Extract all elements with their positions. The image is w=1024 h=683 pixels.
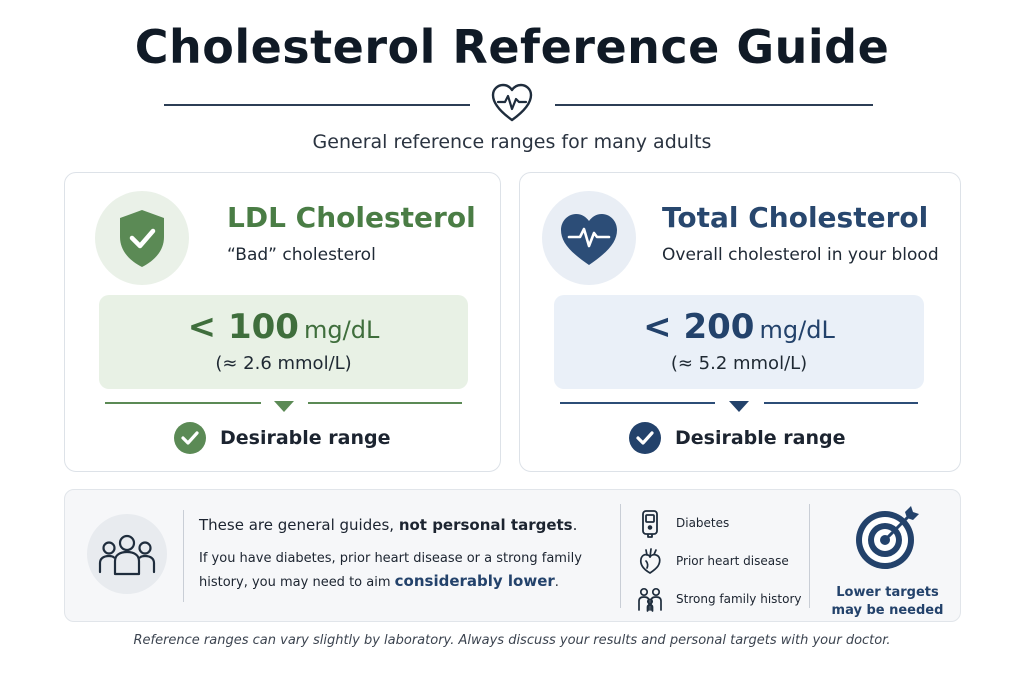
ldl-status-label: Desirable range bbox=[220, 427, 391, 449]
ldl-subtitle: “Bad” cholesterol bbox=[227, 245, 376, 265]
total-title: Total Cholesterol bbox=[662, 201, 929, 234]
check-circle-icon bbox=[174, 422, 206, 454]
guidance-note: These are general guides, not personal t… bbox=[64, 489, 961, 622]
ldl-badge bbox=[95, 191, 189, 285]
note-line1-bold: not personal targets bbox=[398, 516, 573, 534]
target-line1: Lower targets bbox=[836, 585, 939, 600]
total-status: Desirable range bbox=[628, 421, 846, 455]
total-card: Total Cholesterol Overall cholesterol in… bbox=[519, 172, 961, 472]
target-line2: may be needed bbox=[831, 603, 944, 618]
ldl-range-panel: < 100 mg/dL (≈ 2.6 mmol/L) bbox=[99, 295, 468, 389]
total-marker-pointer bbox=[729, 401, 749, 412]
title-divider-right bbox=[555, 104, 873, 106]
total-range-value: < 200 bbox=[643, 307, 755, 347]
risk-label-family: Strong family history bbox=[676, 592, 802, 606]
target-divider bbox=[809, 504, 810, 608]
ldl-marker-line-left bbox=[105, 402, 261, 404]
page-subtitle: General reference ranges for many adults bbox=[312, 131, 712, 153]
risk-factor-list: Diabetes Prior heart disease bbox=[635, 504, 805, 618]
ldl-range-mmol: (≈ 2.6 mmol/L) bbox=[215, 353, 352, 374]
glucose-meter-icon bbox=[642, 510, 658, 538]
risk-label-heart: Prior heart disease bbox=[676, 554, 789, 568]
ldl-status: Desirable range bbox=[173, 421, 391, 455]
total-badge bbox=[542, 191, 636, 285]
heart-pulse-icon bbox=[561, 214, 617, 265]
note-line1-suffix: . bbox=[572, 516, 578, 534]
note-line2: If you have diabetes, prior heart diseas… bbox=[199, 551, 582, 590]
people-badge bbox=[87, 514, 167, 594]
page-title: Cholesterol Reference Guide bbox=[134, 20, 890, 74]
people-group-icon bbox=[98, 534, 156, 576]
ldl-card: LDL Cholesterol “Bad” cholesterol < 100 … bbox=[64, 172, 501, 472]
total-marker-line-left bbox=[560, 402, 715, 404]
shield-check-icon bbox=[120, 210, 164, 267]
check-circle-icon bbox=[629, 422, 661, 454]
note-line1-prefix: These are general guides, bbox=[199, 516, 399, 534]
note-divider bbox=[183, 510, 184, 602]
note-emphasis: considerably lower bbox=[394, 572, 555, 590]
total-subtitle: Overall cholesterol in your blood bbox=[662, 245, 939, 265]
ldl-range-unit: mg/dL bbox=[304, 316, 380, 344]
ldl-range-value: < 100 bbox=[187, 307, 299, 347]
total-status-label: Desirable range bbox=[675, 427, 846, 449]
risk-divider bbox=[620, 504, 621, 608]
total-range-mmol: (≈ 5.2 mmol/L) bbox=[670, 353, 808, 374]
family-icon bbox=[638, 587, 662, 612]
risk-item-diabetes: Diabetes bbox=[635, 504, 805, 542]
target-arrow-icon bbox=[856, 506, 919, 569]
note-text: These are general guides, not personal t… bbox=[199, 516, 614, 594]
total-range-unit: mg/dL bbox=[759, 316, 835, 344]
risk-item-family: Strong family history bbox=[635, 580, 805, 618]
title-divider-left bbox=[164, 104, 470, 106]
anatomical-heart-icon bbox=[639, 548, 661, 574]
note-line2-suffix: . bbox=[554, 575, 559, 590]
total-range-panel: < 200 mg/dL (≈ 5.2 mmol/L) bbox=[554, 295, 924, 389]
total-marker-line-right bbox=[764, 402, 918, 404]
risk-label-diabetes: Diabetes bbox=[676, 516, 730, 530]
ldl-title: LDL Cholesterol bbox=[227, 201, 476, 234]
lower-targets-callout: Lower targets may be needed bbox=[825, 500, 950, 618]
footer-disclaimer: Reference ranges can vary slightly by la… bbox=[133, 633, 891, 648]
ldl-marker-pointer bbox=[274, 401, 294, 412]
risk-item-heart: Prior heart disease bbox=[635, 542, 805, 580]
heart-pulse-icon bbox=[491, 83, 533, 122]
ldl-marker-line-right bbox=[308, 402, 462, 404]
